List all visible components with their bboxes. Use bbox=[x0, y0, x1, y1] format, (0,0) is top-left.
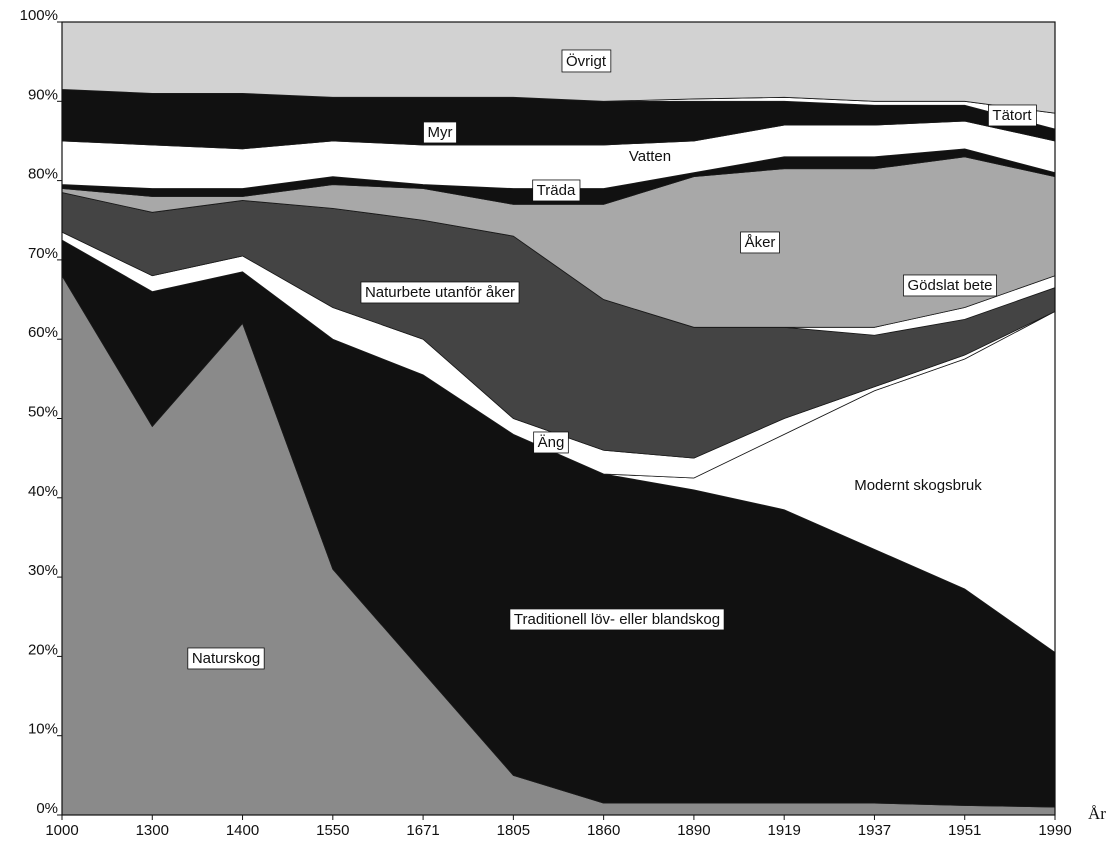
series-label: Äng bbox=[538, 434, 565, 451]
x-tick-label: 1860 bbox=[587, 822, 620, 839]
series-label: Myr bbox=[428, 124, 453, 141]
y-tick-label: 50% bbox=[28, 403, 58, 420]
series-label: Traditionell löv- eller blandskog bbox=[514, 611, 720, 628]
x-tick-label: 1990 bbox=[1038, 822, 1071, 839]
label-box bbox=[533, 431, 569, 454]
label-box bbox=[903, 274, 997, 297]
y-tick-label: 90% bbox=[28, 86, 58, 103]
x-tick-label: 1300 bbox=[136, 822, 169, 839]
series-label: Naturskog bbox=[192, 650, 260, 667]
series-label: Vatten bbox=[629, 148, 671, 165]
y-tick-label: 40% bbox=[28, 483, 58, 500]
x-tick-label: 1890 bbox=[677, 822, 710, 839]
series-label: Gödslat bete bbox=[907, 277, 992, 294]
y-tick-label: 70% bbox=[28, 245, 58, 262]
label-box bbox=[532, 179, 581, 202]
label-box bbox=[509, 608, 725, 631]
x-tick-label: 1400 bbox=[226, 822, 259, 839]
y-tick-label: 80% bbox=[28, 166, 58, 183]
series-label: Övrigt bbox=[566, 52, 607, 70]
label-box bbox=[360, 281, 520, 304]
series-label: Naturbete utanför åker bbox=[365, 284, 515, 301]
series-label: Modernt skogsbruk bbox=[854, 477, 982, 494]
y-tick-label: 0% bbox=[36, 800, 58, 817]
y-tick-label: 20% bbox=[28, 641, 58, 658]
x-tick-label: 1000 bbox=[45, 822, 78, 839]
label-box bbox=[561, 49, 612, 73]
x-axis-label: År bbox=[1088, 804, 1106, 823]
label-box bbox=[187, 647, 265, 670]
x-tick-label: 1919 bbox=[767, 822, 800, 839]
series-label: Tätort bbox=[992, 107, 1032, 124]
x-tick-label: 1550 bbox=[316, 822, 349, 839]
series-label: Träda bbox=[537, 182, 576, 199]
x-tick-label: 1951 bbox=[948, 822, 981, 839]
x-tick-label: 1671 bbox=[406, 822, 439, 839]
label-box bbox=[740, 231, 780, 254]
label-box bbox=[988, 104, 1037, 127]
y-tick-label: 60% bbox=[28, 324, 58, 341]
y-tick-label: 30% bbox=[28, 562, 58, 579]
y-tick-label: 100% bbox=[20, 7, 58, 24]
y-tick-label: 10% bbox=[28, 721, 58, 738]
x-tick-label: 1937 bbox=[858, 822, 891, 839]
label-box bbox=[423, 121, 457, 144]
series-label: Åker bbox=[745, 234, 776, 251]
x-tick-label: 1805 bbox=[497, 822, 530, 839]
